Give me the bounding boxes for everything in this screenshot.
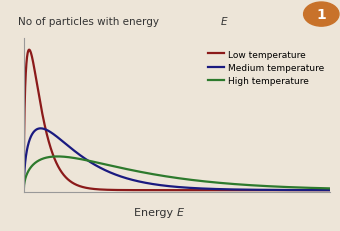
- Text: No of particles with energy: No of particles with energy: [18, 17, 162, 27]
- Text: 1: 1: [317, 8, 326, 22]
- Text: E: E: [221, 17, 228, 27]
- Legend: Low temperature, Medium temperature, High temperature: Low temperature, Medium temperature, Hig…: [204, 47, 328, 89]
- Text: Energy: Energy: [134, 207, 177, 217]
- Text: E: E: [177, 207, 184, 217]
